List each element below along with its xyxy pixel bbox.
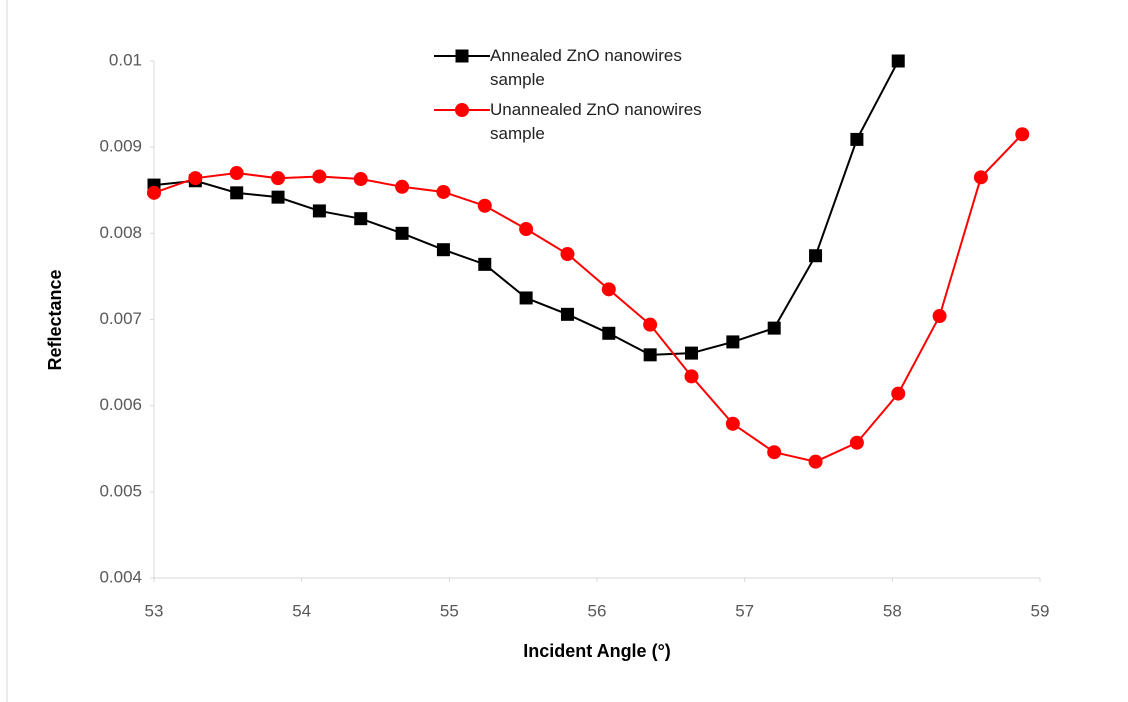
marker	[455, 49, 469, 63]
marker	[477, 198, 492, 213]
x-tick-label: 57	[735, 601, 754, 620]
marker	[932, 309, 947, 324]
marker	[809, 249, 823, 263]
marker	[850, 132, 864, 146]
legend: Annealed ZnO nanowires sample Unannealed …	[434, 44, 740, 152]
marker	[395, 179, 410, 194]
marker	[643, 348, 657, 362]
legend-item: Annealed ZnO nanowires sample	[434, 44, 740, 92]
marker	[271, 171, 286, 186]
marker	[271, 190, 285, 204]
marker	[455, 103, 469, 117]
x-axis-title: Incident Angle (°)	[523, 641, 671, 661]
y-tick-label: 0.006	[99, 395, 142, 414]
marker	[684, 369, 699, 384]
marker	[354, 212, 368, 226]
y-tick-label: 0.004	[99, 567, 142, 586]
y-tick-label: 0.009	[99, 137, 142, 156]
x-tick-label: 59	[1031, 601, 1050, 620]
marker	[353, 172, 368, 187]
marker	[312, 169, 327, 184]
marker	[643, 317, 658, 332]
y-tick-label: 0.008	[99, 223, 142, 242]
marker	[312, 204, 326, 218]
marker	[849, 435, 864, 450]
marker	[808, 454, 823, 469]
marker	[478, 257, 492, 271]
marker	[891, 386, 906, 401]
marker	[602, 326, 616, 340]
legend-label: Unannealed ZnO nanowires sample	[490, 100, 702, 143]
marker	[436, 184, 451, 199]
marker	[891, 54, 905, 68]
marker	[395, 226, 409, 240]
y-tick-label: 0.007	[99, 309, 142, 328]
legend-label: Annealed ZnO nanowires sample	[490, 46, 682, 89]
marker	[726, 335, 740, 349]
marker	[601, 282, 616, 297]
y-tick-label: 0.005	[99, 481, 142, 500]
y-tick-label: 0.01	[109, 50, 142, 69]
x-tick-label: 55	[440, 601, 459, 620]
marker	[188, 171, 203, 186]
series-line	[153, 133, 1024, 463]
x-tick-label: 56	[588, 601, 607, 620]
marker	[1015, 127, 1030, 142]
marker	[229, 166, 244, 181]
legend-swatch	[434, 49, 490, 63]
marker	[560, 307, 574, 321]
marker	[519, 222, 534, 237]
marker	[230, 186, 244, 200]
marker	[147, 185, 161, 200]
x-tick-label: 58	[883, 601, 902, 620]
y-axis-title: Reflectance	[45, 269, 65, 370]
x-tick-label: 53	[145, 601, 164, 620]
legend-swatch	[434, 103, 490, 117]
marker	[519, 291, 533, 305]
marker	[767, 321, 781, 335]
marker	[767, 445, 782, 460]
marker	[725, 416, 740, 431]
x-tick-label: 54	[292, 601, 311, 620]
marker	[560, 247, 575, 262]
marker	[973, 170, 988, 185]
marker	[685, 346, 699, 360]
marker	[436, 243, 450, 257]
legend-item: Unannealed ZnO nanowires sample	[434, 98, 740, 146]
